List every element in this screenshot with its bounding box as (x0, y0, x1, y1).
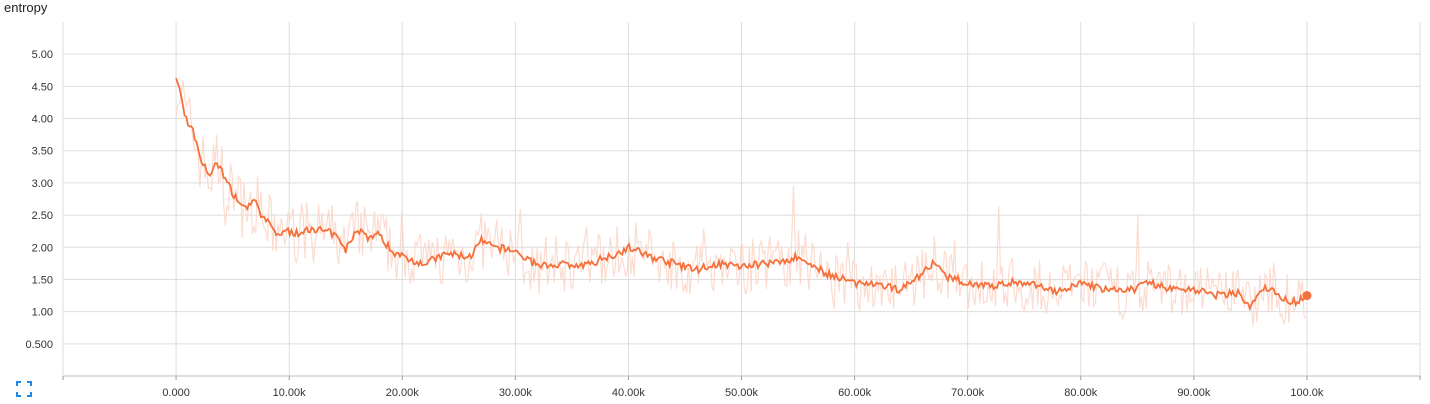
x-tick-label: 30.00k (499, 387, 533, 399)
x-tick-label: 90.00k (1177, 387, 1211, 399)
expand-icon[interactable] (16, 381, 32, 397)
x-tick-label: 70.00k (951, 387, 985, 399)
x-tick-label: 10.00k (273, 387, 307, 399)
y-tick-label: 3.00 (32, 178, 53, 190)
x-tick-label: 40.00k (612, 387, 646, 399)
y-tick-label: 4.00 (32, 114, 53, 126)
x-tick-label: 20.00k (386, 387, 420, 399)
y-tick-label: 2.50 (32, 210, 53, 222)
x-tick-label: 60.00k (838, 387, 872, 399)
x-tick-label: 100.0k (1290, 387, 1324, 399)
x-tick-label: 50.00k (725, 387, 759, 399)
last-point-marker (1302, 291, 1312, 301)
y-tick-label: 1.50 (32, 274, 53, 286)
y-tick-label: 3.50 (32, 146, 53, 158)
y-tick-label: 1.00 (32, 307, 53, 319)
smoothed-series-line (175, 78, 1307, 312)
chart-title: entropy (4, 0, 48, 15)
y-tick-label: 5.00 (32, 49, 53, 61)
y-tick-label: 0.500 (25, 339, 53, 351)
x-tick-label: 0.000 (162, 387, 190, 399)
raw-series-line (175, 80, 1307, 327)
y-tick-label: 2.00 (32, 242, 53, 254)
x-tick-label: 80.00k (1064, 387, 1098, 399)
y-tick-label: 4.50 (32, 81, 53, 93)
